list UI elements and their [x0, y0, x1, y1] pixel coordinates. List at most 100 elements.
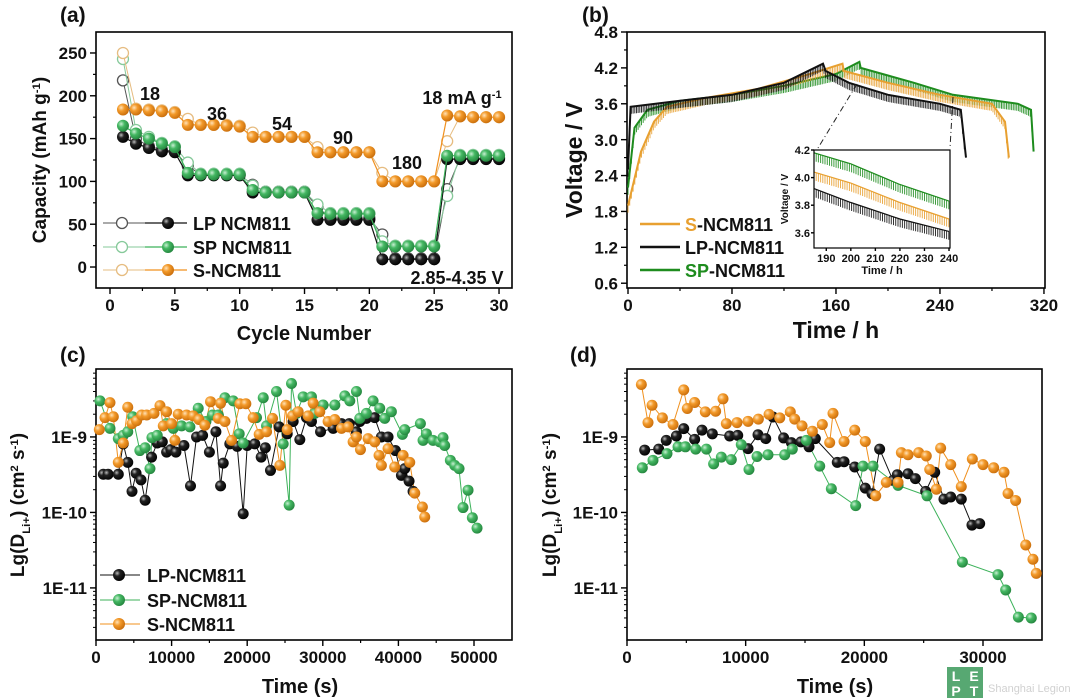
legend-marker-filled	[162, 264, 174, 276]
diffusion-point	[816, 419, 828, 431]
y-axis-title-part: Lg(D	[540, 534, 561, 577]
legend-label-rest: -NCM811	[709, 261, 785, 281]
diffusion-point	[457, 502, 469, 514]
discharge-point	[116, 130, 129, 143]
x-tick-label: 30000	[959, 648, 1006, 667]
discharge-point	[181, 118, 194, 131]
x-axis-title-b: Time / h	[793, 317, 880, 343]
y-axis-title-part: -1	[9, 439, 21, 450]
diffusion-point	[708, 458, 720, 470]
diffusion-point	[226, 434, 238, 446]
diffusion-point	[635, 379, 647, 391]
diffusion-point	[689, 433, 701, 445]
annotation: 18	[140, 84, 160, 104]
legend-marker	[113, 594, 125, 606]
diffusion-point	[233, 428, 245, 440]
diffusion-point	[956, 556, 968, 568]
legend-item: SP-NCM811	[100, 591, 247, 611]
discharge-point	[233, 120, 246, 133]
x-tick-label: 320	[1030, 296, 1058, 315]
diffusion-point	[404, 456, 416, 468]
diffusion-point	[678, 384, 690, 396]
discharge-point	[350, 146, 363, 159]
diffusion-point	[751, 451, 763, 463]
annotation: 18 mA g-1	[422, 88, 501, 108]
discharge-point	[181, 166, 194, 179]
y-axis-title-part: Capacity (mAh g	[30, 93, 51, 243]
legend-marker-filled	[162, 217, 174, 229]
x-tick-label: 240	[926, 296, 954, 315]
y-tick-label: 50	[68, 215, 87, 234]
diffusion-point	[732, 429, 744, 441]
y-tick-label: 100	[59, 173, 87, 192]
legend-label: SP NCM811	[193, 238, 292, 258]
logo-letter-e: E	[969, 668, 978, 684]
diffusion-point	[184, 421, 196, 433]
diffusion-point	[166, 418, 178, 430]
legend-item: S-NCM811	[100, 615, 235, 635]
diffusion-point	[249, 438, 261, 450]
diffusion-point	[107, 411, 119, 423]
legend-label: S-NCM811	[147, 615, 235, 635]
discharge-point	[363, 207, 376, 220]
discharge-point	[441, 149, 454, 162]
annotation: 180	[392, 153, 422, 173]
diffusion-point	[667, 419, 679, 431]
legend-item: S-NCM811	[640, 215, 773, 235]
diffusion-point	[825, 483, 837, 495]
diffusion-point	[169, 434, 181, 446]
discharge-point	[194, 118, 207, 131]
legend-marker-filled	[162, 241, 174, 253]
diffusion-point	[161, 406, 173, 418]
diffusion-point	[367, 395, 379, 407]
y-axis-title-part: ) (cm	[540, 472, 561, 517]
inset-guide-line-right	[949, 96, 954, 149]
diffusion-point	[902, 449, 914, 461]
diffusion-point	[849, 461, 861, 473]
legend-label: SP-NCM811	[685, 261, 785, 281]
diffusion-point	[779, 449, 791, 461]
diffusion-point	[1000, 584, 1012, 596]
logo-letter-t: T	[970, 683, 979, 698]
annotation: 54	[272, 114, 292, 134]
y-tick-label: 4.2	[594, 59, 618, 78]
diffusion-point	[151, 429, 163, 441]
discharge-point	[220, 119, 233, 132]
annotation: 90	[333, 128, 353, 148]
series-group-b	[627, 60, 1035, 213]
x-tick-label: 5	[170, 296, 179, 315]
discharge-point	[285, 186, 298, 199]
diffusion-point	[690, 443, 702, 455]
diffusion-point	[806, 425, 818, 437]
x-tick-label: 20000	[841, 648, 888, 667]
discharge-point	[324, 146, 337, 159]
diffusion-point	[139, 442, 151, 454]
diffusion-point	[302, 410, 314, 422]
legend-label: LP NCM811	[193, 214, 291, 234]
panel-label-a: (a)	[60, 4, 86, 27]
diffusion-point	[104, 397, 116, 409]
diffusion-point	[416, 501, 428, 513]
legend-item: SP-NCM811	[640, 261, 785, 281]
discharge-point	[168, 141, 181, 154]
diffusion-point	[930, 483, 942, 495]
diffusion-point	[170, 446, 182, 458]
y-axis-title-part: s	[8, 449, 29, 465]
diffusion-point	[382, 431, 394, 443]
diffusion-point	[689, 396, 701, 408]
x-tick-label: 10	[230, 296, 249, 315]
y-tick-label: 1E-9	[582, 428, 618, 447]
diffusion-point	[329, 414, 341, 426]
y-tick-label: 1E-10	[42, 504, 87, 523]
diffusion-point	[966, 453, 978, 465]
axes-inset: 190 200 210 220 230 240 3.6 3.8 4.0 4.2	[795, 145, 958, 265]
discharge-point	[155, 137, 168, 150]
legend-label: LP-NCM811	[685, 238, 784, 258]
diffusion-point	[389, 461, 401, 473]
y-tick-label: 1E-9	[51, 428, 87, 447]
diffusion-point	[874, 443, 886, 455]
y-tick-label: 2.4	[594, 167, 618, 186]
discharge-point	[129, 103, 142, 116]
y-axis-title-c: Lg(DLi+) (cm2 s-1)	[8, 433, 33, 577]
voltage-curve	[627, 62, 967, 170]
